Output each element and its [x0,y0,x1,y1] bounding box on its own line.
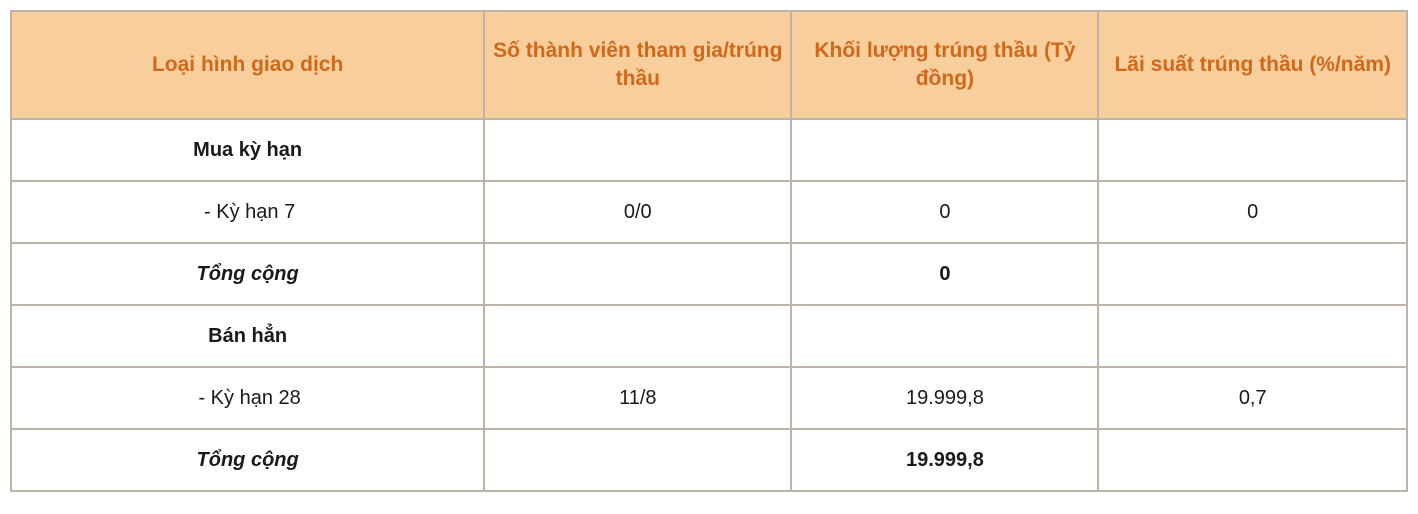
col-winning-rate: Lãi suất trúng thầu (%/năm) [1098,11,1407,119]
table-header-row: Loại hình giao dịch Số thành viên tham g… [11,11,1407,119]
table-row: Bán hẳn [11,305,1407,367]
col-transaction-type: Loại hình giao dịch [11,11,484,119]
cell-rate: 0,7 [1098,367,1407,429]
cell-empty [484,305,791,367]
cell-empty [791,119,1098,181]
cell-members: 11/8 [484,367,791,429]
table-row: Tổng cộng 19.999,8 [11,429,1407,491]
row-total-label: Tổng cộng [11,429,484,491]
row-label: - Kỳ hạn 7 [11,181,484,243]
auction-results-table: Loại hình giao dịch Số thành viên tham g… [10,10,1408,492]
cell-empty [484,119,791,181]
cell-empty [484,243,791,305]
cell-members: 0/0 [484,181,791,243]
cell-empty [1098,429,1407,491]
cell-empty [791,305,1098,367]
cell-total-volume: 19.999,8 [791,429,1098,491]
cell-empty [484,429,791,491]
cell-rate: 0 [1098,181,1407,243]
table-row: Tổng cộng 0 [11,243,1407,305]
cell-volume: 0 [791,181,1098,243]
table-row: - Kỳ hạn 7 0/0 0 0 [11,181,1407,243]
cell-empty [1098,243,1407,305]
cell-empty [1098,305,1407,367]
cell-volume: 19.999,8 [791,367,1098,429]
table-row: - Kỳ hạn 28 11/8 19.999,8 0,7 [11,367,1407,429]
row-label: - Kỳ hạn 28 [11,367,484,429]
cell-total-volume: 0 [791,243,1098,305]
section-buy-term: Mua kỳ hạn [11,119,484,181]
col-participants: Số thành viên tham gia/trúng thầu [484,11,791,119]
table-row: Mua kỳ hạn [11,119,1407,181]
row-total-label: Tổng cộng [11,243,484,305]
section-sell-outright: Bán hẳn [11,305,484,367]
cell-empty [1098,119,1407,181]
col-winning-volume: Khối lượng trúng thầu (Tỷ đồng) [791,11,1098,119]
